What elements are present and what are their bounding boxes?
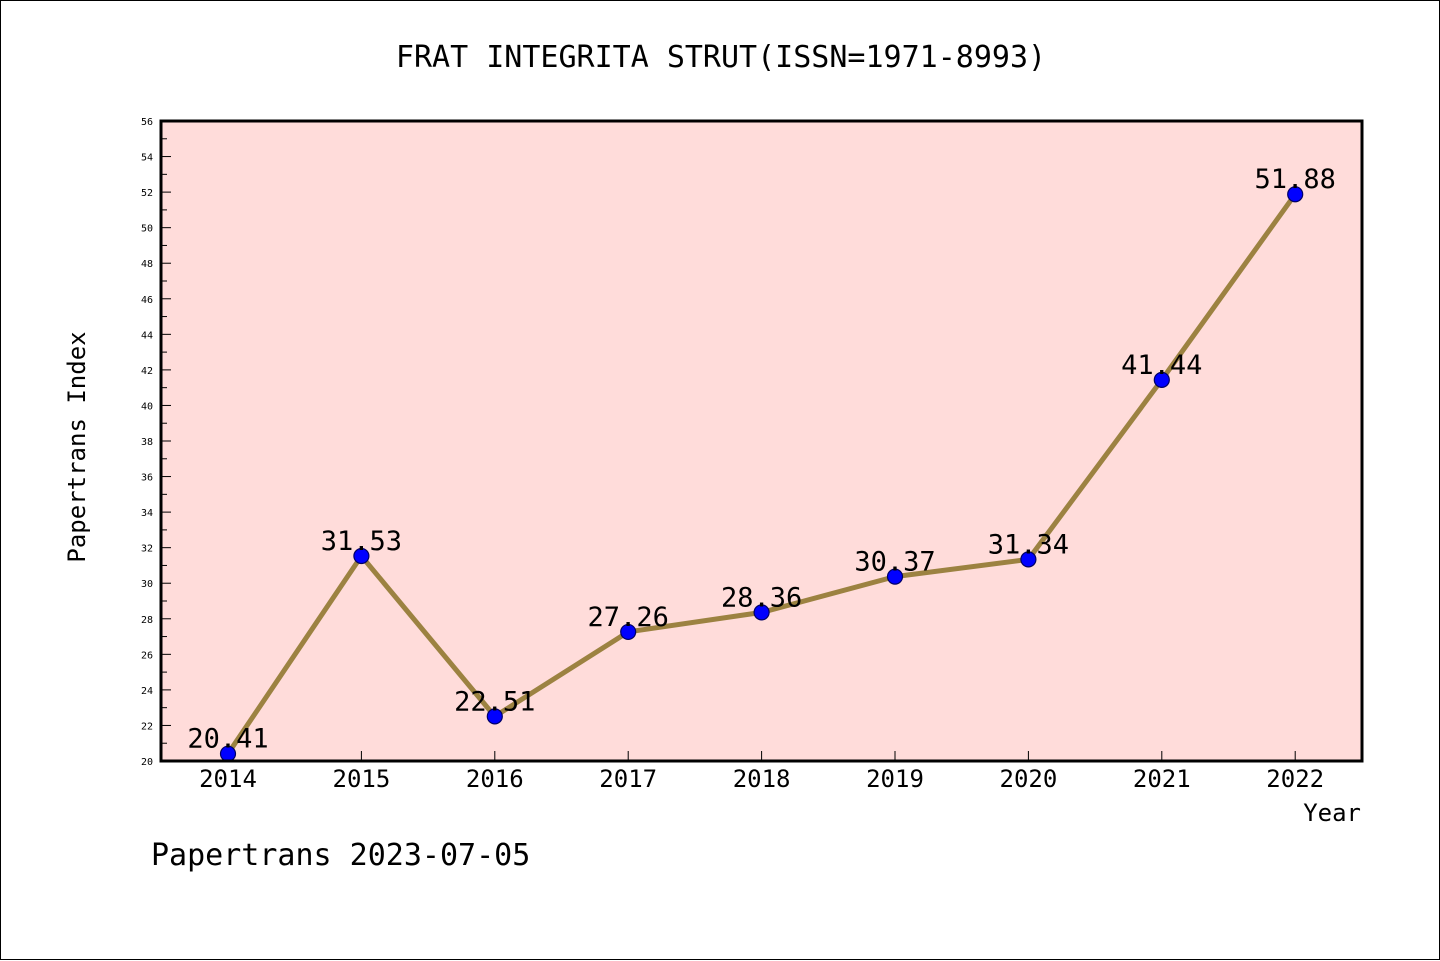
y-tick-label: 30	[141, 579, 153, 590]
data-point	[1287, 186, 1304, 203]
x-tick-label: 2016	[466, 765, 524, 793]
y-tick-label: 50	[141, 224, 153, 235]
y-tick-label: 44	[141, 330, 153, 341]
plot-area	[161, 121, 1362, 761]
plot-border	[159, 119, 1364, 763]
x-tick-label: 2021	[1133, 765, 1191, 793]
y-tick-label: 56	[141, 117, 153, 128]
data-label: 27.26	[588, 602, 669, 633]
y-tick-label: 20	[141, 757, 153, 768]
y-tick-label: 24	[141, 686, 153, 697]
data-label: 41.44	[1121, 350, 1202, 381]
data-point	[620, 623, 637, 641]
x-tick-label: 2017	[599, 765, 657, 793]
y-tick-label: 52	[141, 188, 153, 199]
data-point	[753, 604, 770, 621]
x-tick-label: 2022	[1266, 765, 1324, 793]
y-tick-label: 22	[141, 721, 153, 732]
data-point	[1020, 551, 1037, 568]
y-tick-label: 46	[141, 295, 153, 306]
data-label: 20.41	[187, 724, 268, 755]
x-tick-label: 2018	[733, 765, 791, 793]
x-axis: 2014 2015 2016 2017 2018 2019 2020 2021 2022	[199, 751, 1324, 793]
data-point	[486, 708, 503, 725]
y-tick-label: 36	[141, 473, 153, 484]
data-point	[353, 547, 370, 565]
y-tick-label: 28	[141, 615, 153, 626]
data-point	[1153, 371, 1170, 388]
data-labels: 20.41 31.53 22.51 27.26 28.36 30.37 31.34 41.44…	[187, 164, 1335, 754]
y-tick-label: 32	[141, 544, 153, 555]
chart-title: FRAT INTEGRITA STRUT(ISSN=1971-8993)	[396, 40, 1046, 75]
y-tick-label: 40	[141, 401, 153, 412]
data-label: 51.88	[1255, 164, 1336, 195]
data-label: 31.34	[988, 529, 1069, 560]
x-tick-label: 2014	[199, 765, 257, 793]
y-tick-label: 48	[141, 259, 153, 270]
footer-text: Papertrans 2023-07-05	[151, 838, 530, 873]
data-point	[886, 568, 904, 585]
y-tick-label: 54	[141, 153, 153, 164]
y-axis-label: Papertrans Index	[63, 331, 91, 562]
y-tick-label: 26	[141, 650, 153, 661]
y-axis: 20 22 24 26 28 30 32 34 36 38 40 42 44 46 48 50 52 54 56	[141, 117, 171, 768]
data-points	[219, 186, 1304, 762]
y-tick-label: 42	[141, 366, 153, 377]
x-axis-label: Year	[1303, 799, 1361, 827]
data-label: 30.37	[854, 547, 935, 578]
data-label: 28.36	[721, 582, 802, 613]
x-tick-label: 2015	[333, 765, 391, 793]
y-tick-label: 38	[141, 437, 153, 448]
x-tick-label: 2020	[1000, 765, 1058, 793]
y-tick-label: 34	[141, 508, 153, 519]
x-tick-label: 2019	[866, 765, 924, 793]
data-label: 22.51	[454, 686, 535, 717]
data-label: 31.53	[321, 526, 402, 557]
